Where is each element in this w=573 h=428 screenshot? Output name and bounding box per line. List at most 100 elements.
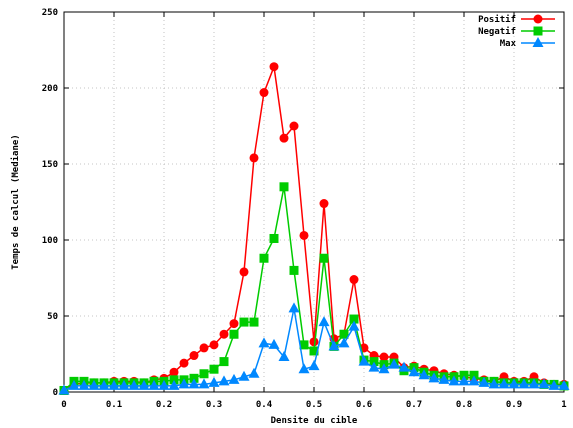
legend-item-negatif: Negatif bbox=[478, 26, 555, 37]
data-point-positif bbox=[289, 121, 299, 131]
x-tick-label: 0.9 bbox=[506, 400, 522, 410]
data-point-positif bbox=[349, 275, 359, 285]
data-point-max bbox=[288, 302, 300, 313]
data-point-max bbox=[58, 384, 70, 395]
data-point-negatif bbox=[219, 357, 229, 367]
data-point-negatif bbox=[279, 182, 289, 192]
data-point-negatif bbox=[369, 357, 379, 367]
y-tick-label: 200 bbox=[42, 84, 58, 94]
data-point-max bbox=[148, 379, 160, 390]
data-point-positif bbox=[299, 230, 309, 240]
data-point-max bbox=[428, 372, 440, 383]
y-tick-label: 250 bbox=[42, 8, 58, 18]
data-point-positif bbox=[239, 267, 249, 277]
legend-item-max: Max bbox=[500, 37, 555, 49]
data-point-positif bbox=[269, 62, 279, 72]
data-point-max bbox=[558, 379, 570, 390]
data-point-max bbox=[258, 337, 270, 348]
data-point-max bbox=[388, 358, 400, 369]
data-point-positif bbox=[309, 337, 319, 347]
data-point-max bbox=[378, 363, 390, 374]
data-point-max bbox=[508, 378, 520, 389]
data-point-max bbox=[98, 379, 110, 390]
data-point-negatif bbox=[169, 375, 179, 385]
data-point-max bbox=[488, 378, 500, 389]
data-point-max bbox=[268, 338, 280, 349]
legend-marker-max bbox=[532, 37, 544, 47]
data-point-max bbox=[408, 366, 420, 377]
data-point-negatif bbox=[199, 369, 209, 379]
y-tick-label: 50 bbox=[47, 312, 58, 322]
x-tick-label: 1 bbox=[561, 400, 566, 410]
data-point-max bbox=[228, 373, 240, 384]
data-point-max bbox=[188, 378, 200, 389]
legend-item-positif: Positif bbox=[478, 14, 555, 25]
data-point-negatif bbox=[269, 233, 279, 243]
data-point-positif bbox=[379, 352, 389, 362]
x-tick-label: 0.4 bbox=[256, 400, 273, 410]
data-point-positif bbox=[319, 199, 329, 209]
data-point-positif bbox=[179, 358, 189, 368]
data-point-max bbox=[158, 379, 170, 390]
legend-marker-positif bbox=[533, 14, 543, 24]
data-point-max bbox=[448, 375, 460, 386]
data-point-negatif bbox=[249, 317, 259, 327]
data-point-max bbox=[398, 361, 410, 372]
grid bbox=[64, 12, 564, 392]
data-point-negatif bbox=[189, 373, 199, 383]
data-point-max bbox=[418, 369, 430, 380]
series-group bbox=[58, 62, 570, 395]
data-point-max bbox=[468, 375, 480, 386]
series-max bbox=[58, 302, 570, 395]
data-point-max bbox=[128, 379, 140, 390]
data-point-max bbox=[438, 373, 450, 384]
data-point-max bbox=[518, 378, 530, 389]
data-point-negatif bbox=[349, 314, 359, 324]
data-point-max bbox=[278, 351, 290, 362]
data-point-max bbox=[178, 378, 190, 389]
x-tick-labels: 0 0.1 0.2 0.3 0.4 0.5 0.6 0.7 0.8 0.9 1 bbox=[61, 400, 566, 410]
legend-marker-negatif bbox=[533, 26, 543, 36]
data-point-max bbox=[318, 316, 330, 327]
x-tick-label: 0.3 bbox=[206, 400, 222, 410]
data-point-max bbox=[478, 376, 490, 387]
data-point-negatif bbox=[319, 253, 329, 263]
data-point-negatif bbox=[289, 265, 299, 275]
data-point-max bbox=[328, 340, 340, 351]
data-point-max bbox=[498, 378, 510, 389]
data-point-positif bbox=[229, 319, 239, 329]
y-tick-label: 150 bbox=[42, 160, 58, 170]
data-point-max bbox=[68, 379, 80, 390]
data-point-negatif bbox=[459, 370, 469, 380]
data-point-max bbox=[368, 361, 380, 372]
legend-label-max: Max bbox=[500, 39, 517, 49]
data-point-negatif bbox=[339, 329, 349, 339]
data-point-max bbox=[308, 360, 320, 371]
data-point-max bbox=[208, 376, 220, 387]
data-point-positif bbox=[219, 329, 229, 339]
data-point-max bbox=[198, 378, 210, 389]
data-point-positif bbox=[199, 343, 209, 353]
data-point-max bbox=[528, 378, 540, 389]
data-point-max bbox=[238, 370, 250, 381]
x-tick-label: 0.2 bbox=[156, 400, 172, 410]
data-point-max bbox=[218, 375, 230, 386]
legend-label-positif: Positif bbox=[478, 14, 516, 25]
data-point-negatif bbox=[309, 346, 319, 356]
data-point-max bbox=[538, 378, 550, 389]
y-tick-labels: 0 50 100 150 200 250 bbox=[42, 8, 58, 398]
x-tick-label: 0.8 bbox=[456, 400, 472, 410]
data-point-positif bbox=[249, 153, 259, 163]
data-point-negatif bbox=[259, 253, 269, 263]
data-point-negatif bbox=[469, 370, 479, 380]
data-point-max bbox=[338, 337, 350, 348]
x-tick-label: 0.6 bbox=[356, 400, 372, 410]
data-point-max bbox=[118, 379, 130, 390]
y-tick-label: 0 bbox=[53, 388, 58, 398]
x-axis-title: Densite du cible bbox=[271, 415, 358, 426]
data-point-max bbox=[358, 355, 370, 366]
data-point-negatif bbox=[229, 329, 239, 339]
data-point-max bbox=[88, 379, 100, 390]
